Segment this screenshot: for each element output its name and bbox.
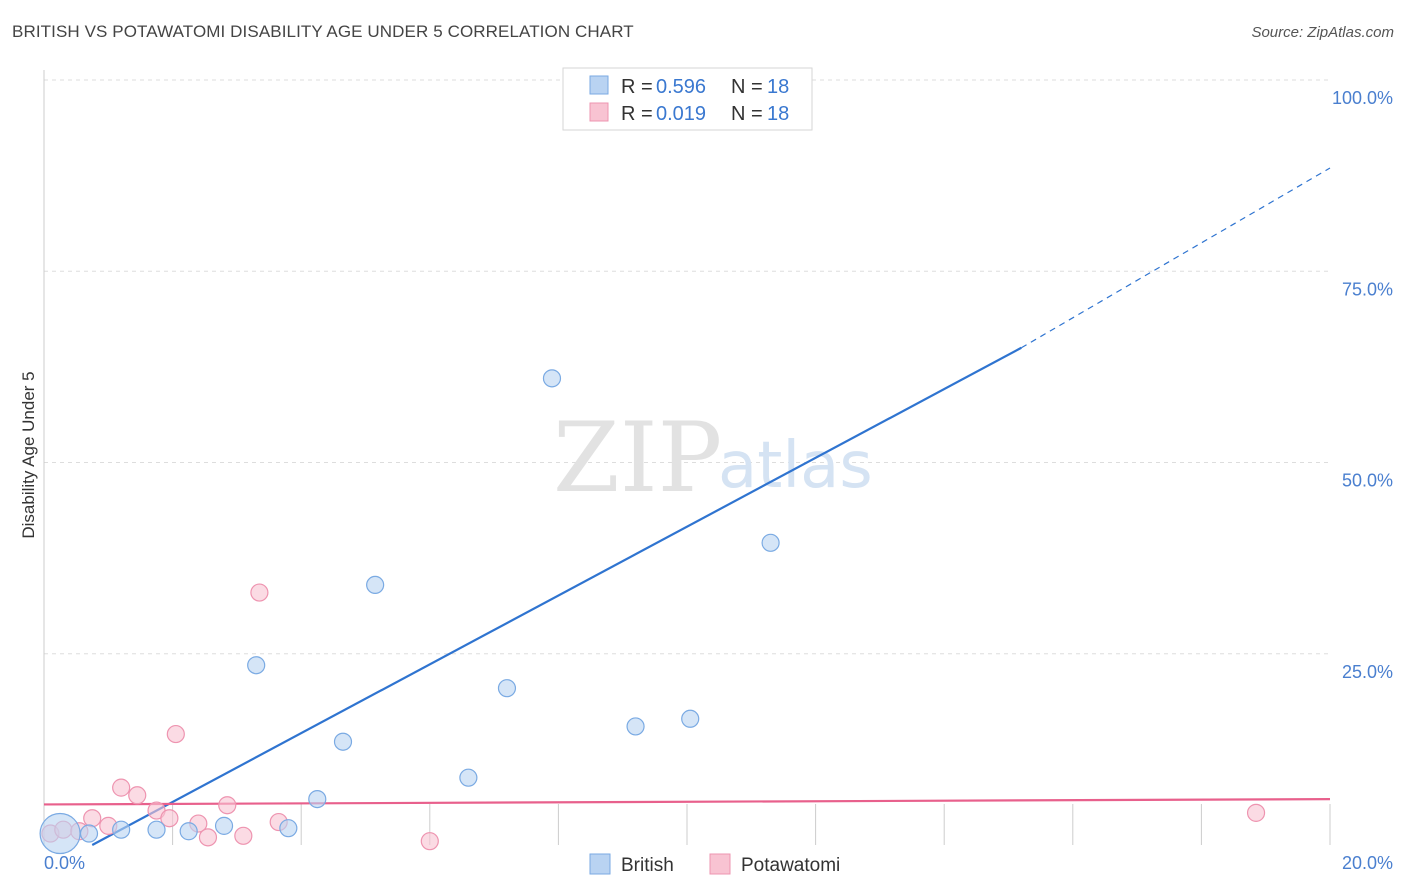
legend-swatch-potawatomi <box>589 102 609 122</box>
bottom-legend-swatch-british <box>589 853 611 875</box>
point-british <box>542 369 562 388</box>
legend-n-label-potawatomi: N = <box>731 103 763 125</box>
bottom-legend: British Potawatomi <box>589 853 840 876</box>
point-potawatomi <box>128 786 147 805</box>
legend-swatch-british <box>589 75 609 95</box>
y-tick-label: 75.0% <box>1342 279 1393 299</box>
point-potawatomi <box>198 828 218 847</box>
y-axis-label: Disability Age Under 5 <box>19 371 38 538</box>
legend-n-value-potawatomi: 18 <box>767 103 789 125</box>
y-tick-label: 100.0% <box>1332 88 1393 108</box>
point-british <box>179 822 198 841</box>
point-british <box>333 732 353 751</box>
point-british <box>214 816 234 835</box>
trend-line-british-extension <box>1021 167 1331 349</box>
point-british <box>681 709 700 728</box>
point-british <box>308 789 327 809</box>
point-british <box>761 533 780 552</box>
point-british <box>459 768 478 787</box>
bottom-legend-potawatomi: Potawatomi <box>741 855 840 876</box>
source-label: Source: ZipAtlas.com <box>1251 24 1394 41</box>
legend-n-value-british: 18 <box>767 76 789 98</box>
point-potawatomi <box>250 583 269 602</box>
point-potawatomi <box>218 796 237 815</box>
point-british <box>112 820 131 839</box>
point-british <box>247 656 266 675</box>
point-potawatomi <box>234 826 253 845</box>
watermark-zip: ZIP <box>553 402 722 514</box>
point-british <box>147 820 166 839</box>
trend-line-potawatomi <box>43 797 1331 806</box>
bottom-legend-british: British <box>621 855 674 876</box>
bottom-legend-swatch-potawatomi <box>709 853 731 875</box>
point-potawatomi <box>1246 803 1266 822</box>
trend-line-british <box>91 346 1022 846</box>
legend-r-value-british: 0.596 <box>656 76 706 98</box>
point-british <box>366 575 385 595</box>
legend: R = 0.596 N = 18 R = 0.019 N = 18 <box>562 67 813 131</box>
chart-title: BRITISH VS POTAWATOMI DISABILITY AGE UND… <box>12 22 634 41</box>
y-tick-labels: 25.0% 50.0% 75.0% 100.0% <box>1332 88 1393 682</box>
point-british <box>39 812 81 855</box>
legend-r-value-potawatomi: 0.019 <box>656 103 706 125</box>
point-potawatomi <box>112 778 131 797</box>
legend-r-label-british: R = <box>621 76 653 98</box>
x-tick-label-max: 20.0% <box>1342 853 1393 873</box>
legend-n-label-british: N = <box>731 76 763 98</box>
trend-lines <box>43 167 1331 846</box>
point-potawatomi <box>83 809 102 828</box>
x-tick-marks <box>43 804 1331 845</box>
point-british <box>79 824 99 843</box>
point-potawatomi <box>160 809 179 828</box>
y-tick-label: 25.0% <box>1342 662 1393 682</box>
point-british <box>497 679 517 698</box>
point-british <box>626 717 645 736</box>
watermark: ZIP atlas <box>553 402 873 514</box>
point-british <box>279 819 298 838</box>
x-tick-label-min: 0.0% <box>44 853 85 873</box>
grid-lines <box>44 79 1330 655</box>
point-potawatomi <box>166 724 185 744</box>
point-potawatomi <box>420 832 439 851</box>
y-tick-label: 50.0% <box>1342 471 1393 491</box>
legend-r-label-potawatomi: R = <box>621 103 653 125</box>
